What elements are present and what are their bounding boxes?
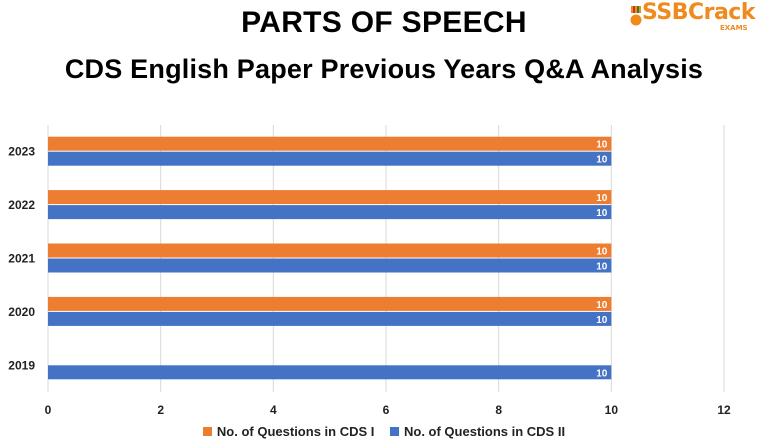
x-tick-label: 2 xyxy=(157,403,164,417)
bar-cds1 xyxy=(48,136,612,151)
x-tick-label: 8 xyxy=(495,403,502,417)
legend-swatch-cds2 xyxy=(390,427,399,436)
data-label: 10 xyxy=(596,193,608,204)
bar-cds1 xyxy=(48,243,612,258)
logo-text: SSBCrack xyxy=(642,0,755,25)
bar-cds1 xyxy=(48,296,612,311)
bar-cds2 xyxy=(48,151,612,166)
data-label: 10 xyxy=(596,262,608,273)
legend-label-cds2: No. of Questions in CDS II xyxy=(404,424,566,439)
x-tick-label: 12 xyxy=(717,403,731,417)
y-tick-label: 2022 xyxy=(8,198,35,212)
data-label: 10 xyxy=(596,247,608,258)
data-label: 10 xyxy=(596,300,608,311)
data-label: 10 xyxy=(596,208,608,219)
bar-cds2 xyxy=(48,205,612,220)
x-tick-label: 6 xyxy=(383,403,390,417)
x-tick-label: 0 xyxy=(45,403,52,417)
legend-item-cds1: No. of Questions in CDS I xyxy=(202,424,375,439)
data-label: 10 xyxy=(596,368,608,379)
logo-subtext: EXAMS xyxy=(720,24,748,32)
bar-cds2 xyxy=(48,311,612,326)
legend-item-cds2: No. of Questions in CDS II xyxy=(390,424,565,439)
y-tick-label: 2021 xyxy=(8,252,35,266)
y-tick-label: 2019 xyxy=(8,358,35,372)
chart-subtitle: CDS English Paper Previous Years Q&A Ana… xyxy=(64,54,704,84)
chart-legend: No. of Questions in CDS I No. of Questio… xyxy=(0,424,768,439)
brand-logo: SSBCrack EXAMS xyxy=(628,0,763,38)
data-label: 10 xyxy=(596,140,608,151)
data-label: 10 xyxy=(596,315,608,326)
y-tick-label: 2023 xyxy=(8,145,35,159)
data-label: 10 xyxy=(596,155,608,166)
chart-title: PARTS OF SPEECH xyxy=(241,6,527,39)
x-tick-label: 10 xyxy=(605,403,619,417)
x-tick-label: 4 xyxy=(270,403,277,417)
legend-label-cds1: No. of Questions in CDS I xyxy=(216,424,375,439)
y-tick-label: 2020 xyxy=(8,305,35,319)
bar-cds2 xyxy=(48,258,612,273)
medal-icon xyxy=(630,6,642,26)
bar-cds1 xyxy=(48,190,612,205)
legend-swatch-cds1 xyxy=(202,427,212,436)
bar-cds2 xyxy=(48,365,612,380)
